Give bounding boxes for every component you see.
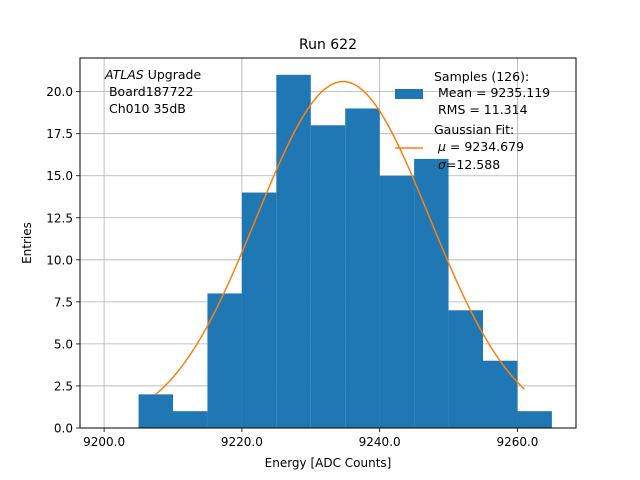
- y-tick-label: 7.5: [54, 295, 73, 309]
- y-tick-label: 12.5: [46, 211, 73, 225]
- histogram-bar: [138, 394, 173, 428]
- legend-samples-title: Samples (126):: [434, 69, 529, 84]
- y-tick-label: 20.0: [46, 85, 73, 99]
- x-tick-label: 9220.0: [221, 435, 263, 449]
- histogram-bar: [310, 125, 346, 428]
- x-tick-label: 9240.0: [359, 435, 401, 449]
- histogram-bar: [414, 158, 449, 428]
- annotation-line-1: ATLAS Upgrade: [104, 67, 201, 82]
- annotation-upgrade: Upgrade: [144, 67, 202, 82]
- annotation-atlas: ATLAS: [104, 67, 144, 82]
- legend-samples-mean: Mean = 9235.119: [434, 85, 550, 100]
- legend-fit-title: Gaussian Fit:: [434, 122, 514, 137]
- legend-samples-swatch: [395, 89, 423, 99]
- x-axis-label: Energy [ADC Counts]: [265, 456, 392, 470]
- legend-samples-rms: RMS = 11.314: [434, 102, 528, 117]
- legend-mu-value: = 9234.679: [446, 139, 524, 154]
- x-tick-label: 9260.0: [496, 435, 538, 449]
- histogram-bar: [276, 74, 311, 429]
- axis-ticks: 9200.0 9220.0 9240.0 9260.0 0.0 2.5 5.0 7.5 10.0…: [46, 85, 538, 449]
- gaussian-fit-curve: [155, 80, 525, 395]
- histogram-bar: [207, 293, 242, 428]
- y-axis-label: Entries: [20, 222, 34, 264]
- histogram-bar: [345, 108, 380, 429]
- y-tick-label: 15.0: [46, 169, 73, 183]
- plot-frame: [79, 57, 577, 429]
- histogram-bar: [379, 175, 415, 428]
- y-tick-label: 0.0: [54, 422, 73, 436]
- histogram-bar: [241, 192, 277, 428]
- histogram-bar: [448, 310, 483, 428]
- y-tick-label: 10.0: [46, 253, 73, 267]
- annotation-board: Board187722: [105, 84, 193, 99]
- legend-fit-mu: μ = 9234.679: [437, 139, 524, 154]
- legend-mu-symbol: μ: [437, 139, 446, 154]
- legend-sigma-value: =12.588: [446, 157, 500, 172]
- y-tick-label: 2.5: [54, 379, 73, 393]
- legend-sigma-symbol: σ: [438, 157, 447, 172]
- histogram-bar: [173, 411, 208, 428]
- legend: Samples (126): Mean = 9235.119 RMS = 11.…: [395, 69, 550, 172]
- y-tick-label: 5.0: [54, 337, 73, 351]
- histogram-bars: [138, 74, 552, 429]
- y-tick-label: 17.5: [46, 127, 73, 141]
- x-tick-label: 9200.0: [83, 435, 125, 449]
- chart-title: Run 622: [299, 37, 357, 53]
- annotation-channel: Ch010 35dB: [105, 101, 186, 116]
- histogram-bar: [517, 411, 552, 428]
- legend-fit-sigma: σ=12.588: [438, 157, 500, 172]
- histogram-bar: [483, 360, 518, 428]
